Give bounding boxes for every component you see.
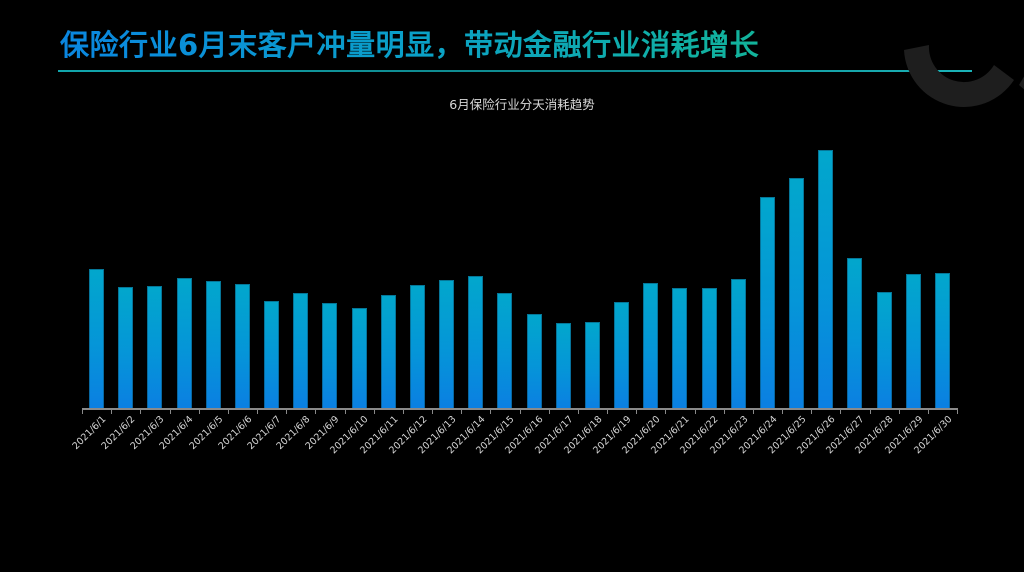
x-tick (140, 409, 142, 414)
x-tick (257, 409, 258, 414)
x-tick (607, 409, 608, 414)
x-tick (840, 409, 842, 414)
bar (322, 303, 338, 409)
x-tick (344, 409, 346, 414)
bar-chart (82, 120, 957, 409)
x-tick (957, 409, 958, 414)
bar (555, 323, 571, 409)
x-tick (782, 409, 783, 414)
x-tick (752, 409, 754, 414)
bar (701, 288, 717, 409)
bar (409, 285, 425, 409)
x-tick (111, 409, 113, 414)
bar (439, 280, 455, 409)
decorative-ring-icon (904, 45, 1024, 107)
bar (147, 286, 163, 409)
x-tick (694, 409, 696, 414)
bar (759, 197, 775, 409)
bar (730, 279, 746, 409)
x-tick (577, 409, 579, 414)
x-tick (402, 409, 404, 414)
bar (789, 178, 805, 409)
x-tick (82, 409, 83, 414)
x-tick (315, 409, 317, 414)
x-tick (665, 409, 667, 414)
bar (876, 292, 892, 409)
x-tick (286, 409, 288, 414)
x-tick (198, 409, 200, 414)
title-underline (58, 70, 972, 72)
x-tick (548, 409, 550, 414)
bar (818, 150, 834, 409)
bar (380, 295, 396, 409)
x-tick (373, 409, 375, 414)
bar (118, 287, 134, 409)
x-tick (811, 409, 813, 414)
x-tick (927, 409, 929, 414)
bar (497, 293, 513, 409)
bar (905, 274, 921, 409)
x-tick (519, 409, 521, 414)
x-tick (490, 409, 492, 414)
x-tick (169, 409, 171, 414)
bar (847, 258, 863, 409)
bar (672, 288, 688, 409)
slide-title: 保险行业6月末客户冲量明显，带动金融行业消耗增长 (60, 22, 759, 64)
bar (293, 293, 309, 409)
bar (643, 283, 659, 409)
bar (526, 314, 542, 409)
x-tick (898, 409, 900, 414)
bar (614, 302, 630, 409)
x-tick (227, 409, 229, 414)
bar (934, 273, 950, 409)
bar (89, 269, 105, 409)
bar (234, 284, 250, 409)
x-tick (461, 409, 463, 414)
x-tick (432, 409, 433, 414)
x-tick (723, 409, 725, 414)
bar (351, 308, 367, 409)
bar (468, 276, 484, 409)
bar (205, 281, 221, 409)
x-tick (869, 409, 871, 414)
chart-title: 6月保险行业分天消耗趋势 (449, 97, 595, 112)
bar (584, 322, 600, 409)
bar (264, 301, 280, 409)
bar (176, 278, 192, 409)
x-tick (636, 409, 638, 414)
